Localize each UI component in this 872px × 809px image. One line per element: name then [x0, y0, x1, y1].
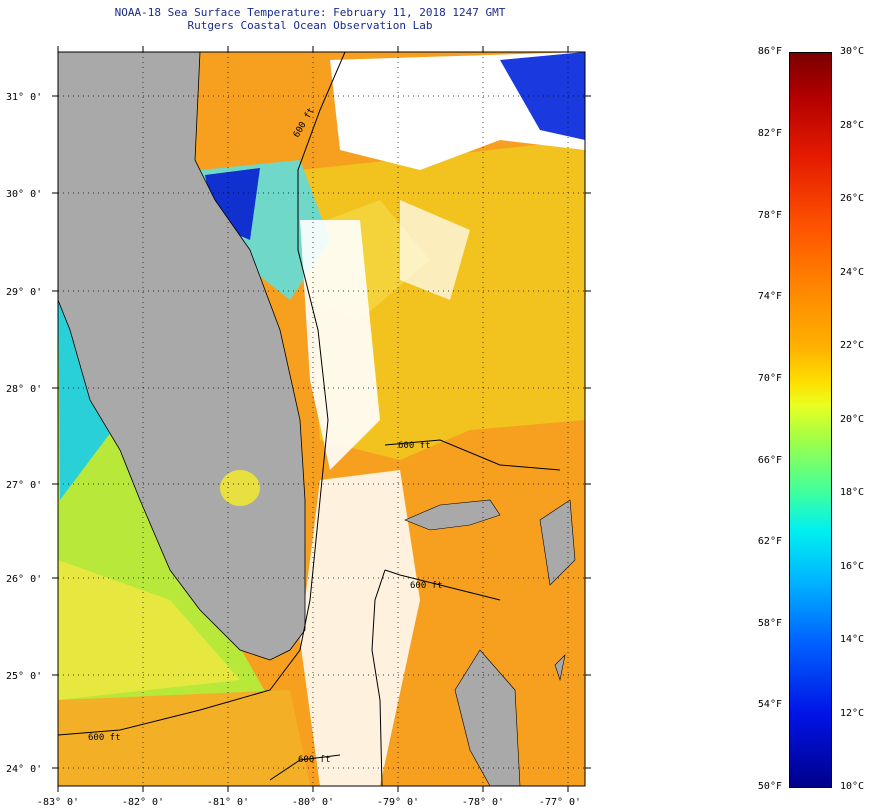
lat-label: 25° 0'	[6, 671, 42, 682]
colorbar-f-label: 70°F	[757, 373, 782, 384]
gulf-mild-water	[58, 560, 240, 700]
colorbar-f-label: 66°F	[757, 455, 782, 466]
depth-label: 600 ft	[298, 755, 331, 765]
cloud-patch	[400, 200, 470, 300]
colorbar-f-label: 82°F	[757, 128, 782, 139]
cloud-streak-1	[300, 220, 380, 470]
lat-label: 28° 0'	[6, 384, 42, 395]
colorbar-f-label: 78°F	[757, 210, 782, 221]
lon-label: -79° 0'	[377, 797, 419, 808]
lat-label: 26° 0'	[6, 574, 42, 585]
lon-label: -82° 0'	[122, 797, 164, 808]
lat-label: 27° 0'	[6, 480, 42, 491]
colorbar-c-label: 20°C	[840, 414, 865, 425]
colorbar-f-label: 54°F	[757, 699, 782, 710]
bahamas-island-1	[404, 499, 501, 531]
cold-water-northeast	[500, 52, 585, 140]
lat-label: 24° 0'	[6, 764, 42, 775]
colorbar-c-label: 16°C	[840, 561, 865, 572]
lat-label: 31° 0'	[6, 92, 42, 103]
map-subtitle: Rutgers Coastal Ocean Observation Lab	[187, 19, 433, 32]
isobath-little-bahama	[384, 439, 561, 471]
colorbar-c-label: 10°C	[840, 781, 865, 792]
lon-label: -77° 0'	[539, 797, 581, 808]
lon-label: -80° 0'	[292, 797, 334, 808]
colorbar-c-label: 12°C	[840, 708, 865, 719]
colorbar-f-label: 58°F	[757, 618, 782, 629]
colorbar-c-label: 28°C	[840, 120, 865, 131]
colorbar-c-label: 30°C	[840, 46, 865, 57]
colorbar-c-label: 24°C	[840, 267, 865, 278]
map-title: NOAA-18 Sea Surface Temperature: Februar…	[114, 6, 506, 19]
lat-label: 30° 0'	[6, 189, 42, 200]
temperature-colorbar	[789, 52, 832, 788]
map-frame	[57, 51, 586, 787]
colorbar-f-label: 62°F	[757, 536, 782, 547]
colorbar-f-label: 86°F	[757, 46, 782, 57]
isobath-great-bahama	[384, 569, 501, 601]
colorbar-f-label: 50°F	[757, 781, 782, 792]
depth-label: 600 ft	[88, 733, 121, 743]
colorbar-c-label: 22°C	[840, 340, 865, 351]
lon-label: -81° 0'	[207, 797, 249, 808]
cloud-streak-2	[300, 470, 420, 786]
lake-okeechobee	[220, 470, 260, 506]
depth-label: 600 ft	[410, 581, 443, 591]
bahamas-island-3	[554, 654, 566, 682]
isobath-florida	[58, 52, 346, 736]
colorbar-c-label: 18°C	[840, 487, 865, 498]
lat-label: 29° 0'	[6, 287, 42, 298]
keys-warm-water	[58, 690, 310, 786]
lon-label: -83° 0'	[37, 797, 79, 808]
florida-land	[58, 52, 306, 661]
isobath-south	[269, 754, 341, 781]
andros-island	[454, 649, 521, 786]
bahamas-island-2	[539, 499, 576, 586]
axis-ticks	[52, 46, 591, 792]
colorbar-c-label: 26°C	[840, 193, 865, 204]
isobath-tongue	[371, 569, 386, 786]
colorbar-f-label: 74°F	[757, 291, 782, 302]
colorbar-c-label: 14°C	[840, 634, 865, 645]
depth-label: 600 ft	[398, 441, 431, 451]
lon-label: -78° 0'	[462, 797, 504, 808]
